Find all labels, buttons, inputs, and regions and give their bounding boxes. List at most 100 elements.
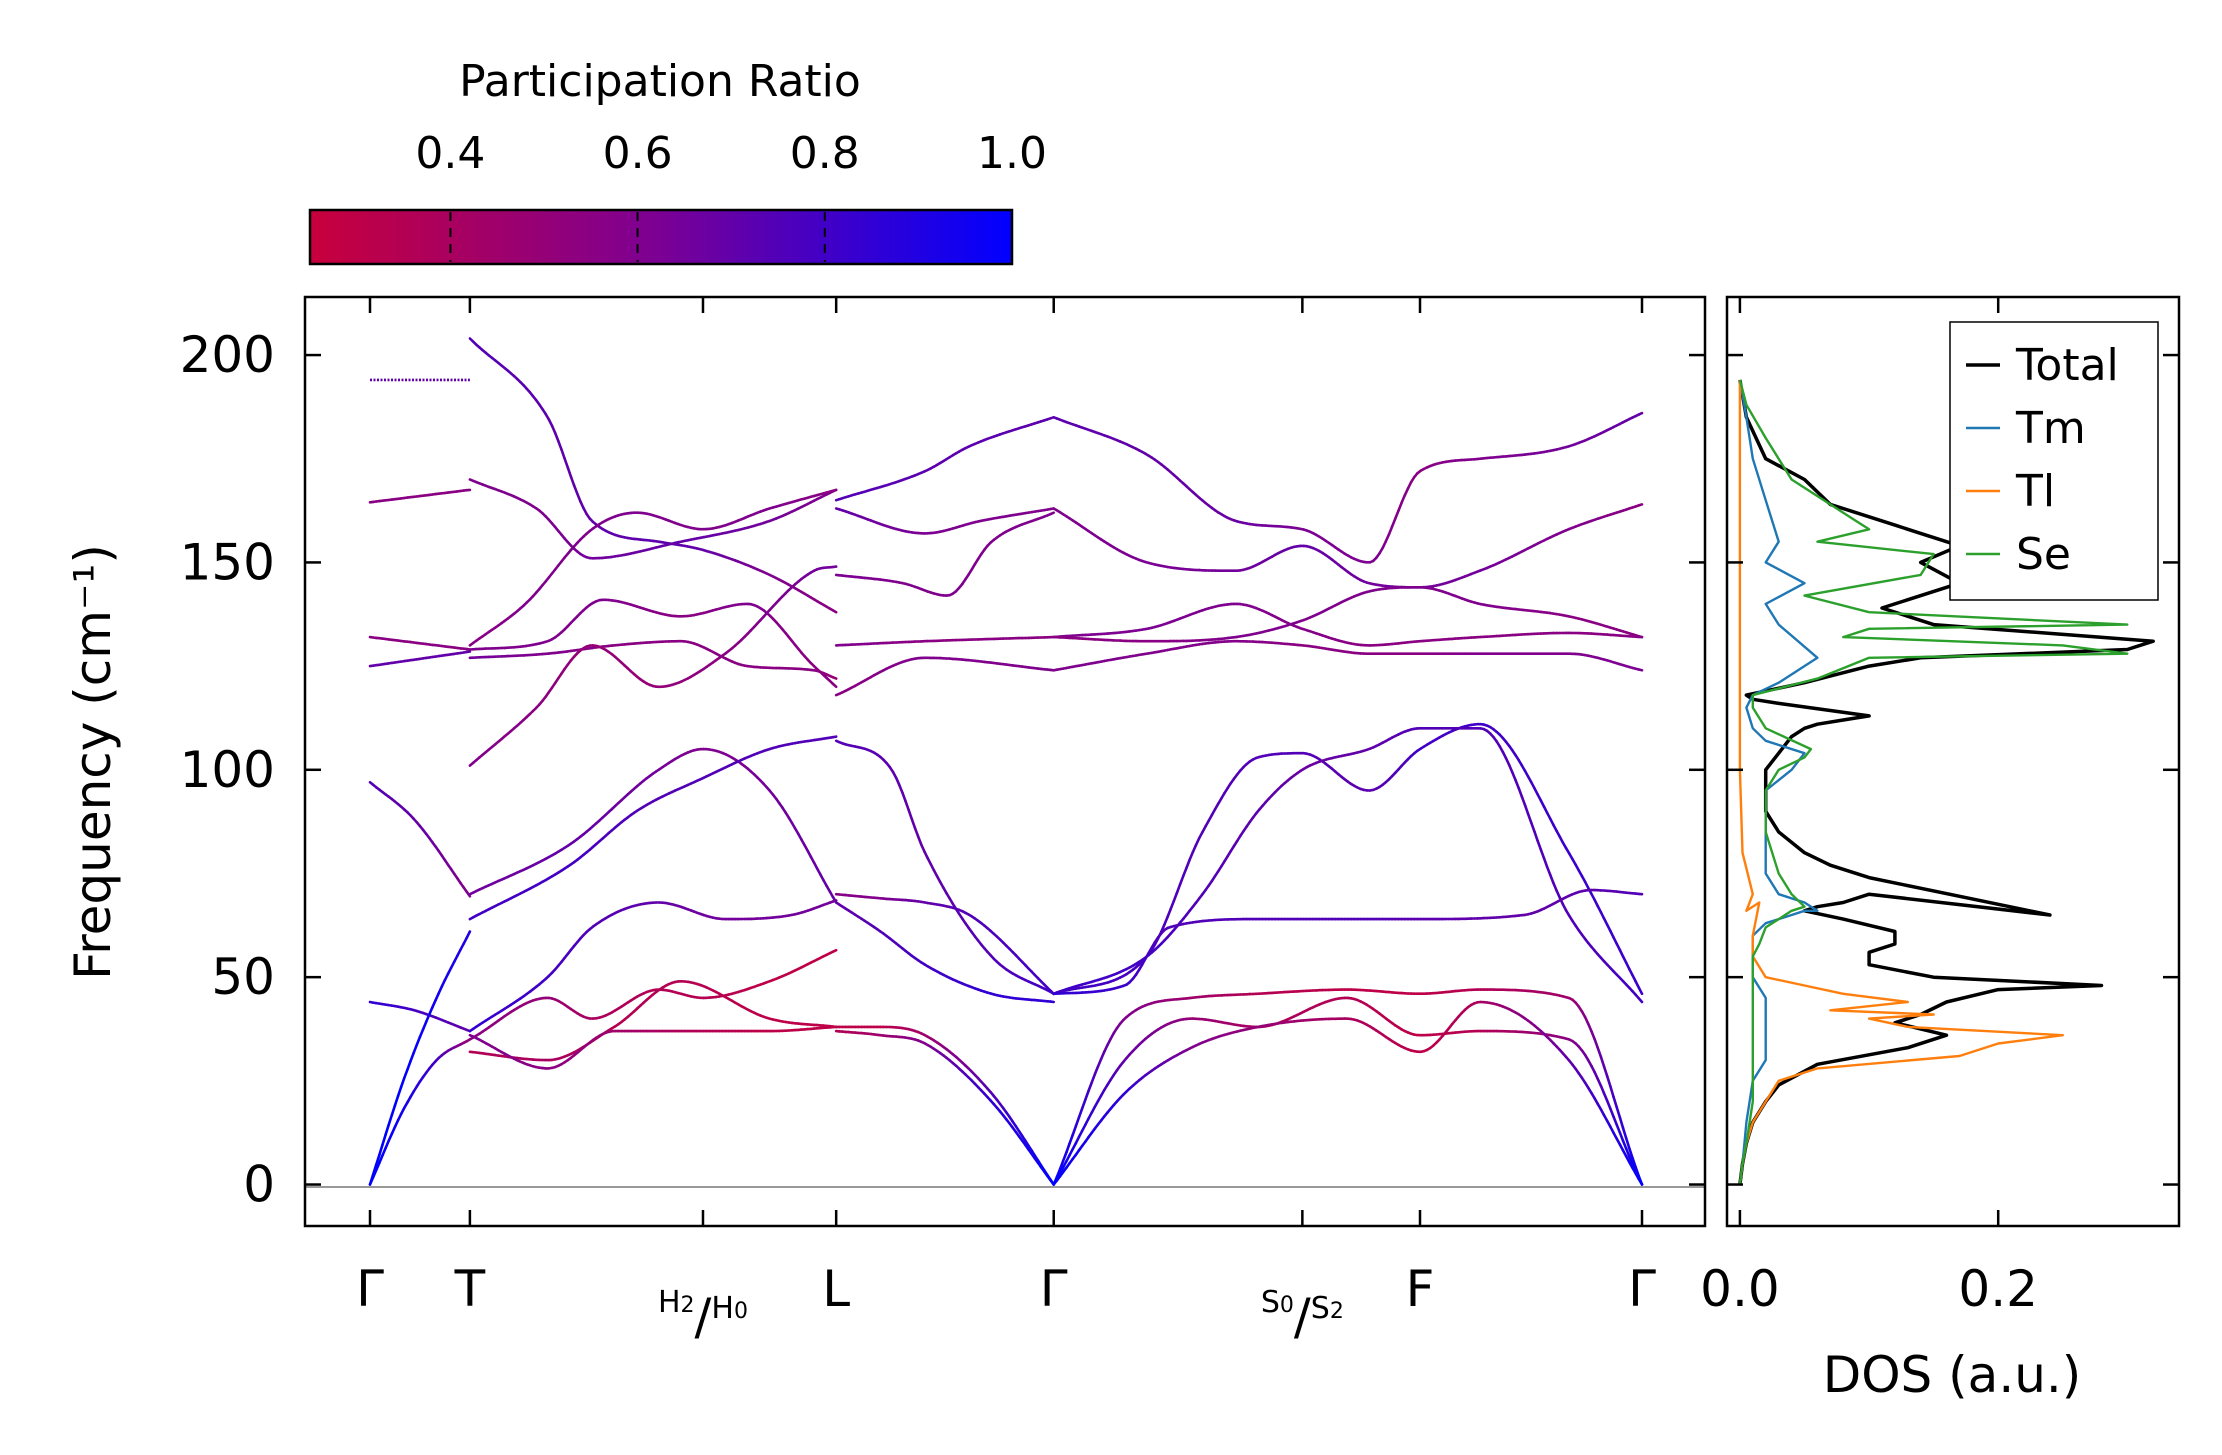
band-segment: [1099, 1050, 1106, 1061]
band-segment: [1637, 996, 1644, 1004]
y-tick-label: 0: [243, 1156, 275, 1214]
band-b24: [834, 635, 1055, 647]
band-segment: [1612, 1095, 1618, 1109]
band-segment: [1637, 668, 1644, 672]
band-b31: [1052, 411, 1644, 564]
band-segment: [1172, 891, 1179, 903]
band-segment: [904, 799, 911, 812]
band-segment: [1631, 1156, 1637, 1169]
dos-axes-frame: [1725, 295, 2181, 1228]
band-b30: [834, 1029, 1055, 1186]
y-tick-label: 150: [180, 533, 275, 591]
band-segment: [1071, 1124, 1078, 1137]
band-segment: [390, 1104, 397, 1117]
legend-label-total: Total: [2015, 340, 2119, 391]
dos-lines: [1738, 379, 2155, 1185]
band-segment: [916, 835, 923, 846]
band-b21: [834, 415, 1055, 502]
band-b27: [834, 892, 1055, 996]
band-segment: [384, 1123, 391, 1136]
band-segment: [1074, 1116, 1081, 1128]
band-b26: [834, 739, 1055, 996]
band-segment: [907, 808, 914, 821]
band-segment: [1596, 1046, 1603, 1059]
band-segment: [1590, 1029, 1596, 1041]
band-segment: [575, 492, 582, 503]
band-segment: [399, 1076, 406, 1089]
band-lines: [368, 337, 1644, 1186]
band-b3: [368, 635, 472, 651]
band-segment: [1533, 830, 1539, 843]
band-segment: [371, 1168, 378, 1179]
band-b14: [468, 565, 838, 767]
band-segment: [1058, 1159, 1065, 1171]
band-segment: [374, 1153, 381, 1167]
band-segment: [1523, 803, 1530, 816]
band-segment: [1536, 839, 1543, 851]
band-segment: [1526, 812, 1533, 825]
x-tick-label: H2/H0: [658, 1285, 748, 1346]
band-x-ticks: Γ T H2/H0 L Γ S0/S2 F Γ: [356, 297, 1656, 1346]
band-segment: [1090, 1073, 1097, 1084]
band-b6: [368, 1000, 472, 1033]
band-segment: [1545, 865, 1552, 877]
band-segment: [556, 439, 563, 451]
legend-label-se: Se: [2016, 529, 2071, 580]
band-b36: [1052, 722, 1644, 996]
band-segment: [402, 1068, 409, 1080]
band-segment: [1637, 503, 1644, 507]
dos-legend: Total Tm Tl Se: [1949, 321, 2159, 601]
band-b10: [468, 478, 838, 560]
band-b25: [834, 656, 1055, 697]
band-segment: [563, 457, 570, 469]
colorbar-tick-label: 0.4: [415, 128, 485, 179]
band-segment: [1390, 517, 1397, 528]
dos-line-tl: [1738, 379, 2065, 1185]
band-segment: [374, 1161, 381, 1172]
dos-line-total: [1738, 379, 2155, 1185]
band-segment: [1605, 1099, 1612, 1110]
band-segment: [427, 1005, 434, 1016]
band-segment: [1191, 843, 1198, 854]
band-segment: [378, 1154, 384, 1165]
band-b23: [834, 511, 1055, 597]
band-segment: [1169, 899, 1176, 911]
band-segment: [1507, 763, 1514, 774]
colorbar-tick-label: 1.0: [977, 128, 1047, 179]
band-segment: [1387, 525, 1394, 536]
band-segment: [396, 1085, 403, 1098]
band-segment: [418, 1028, 425, 1039]
band-b18: [468, 948, 838, 1041]
band-segment: [465, 930, 472, 940]
band-segment: [421, 1020, 428, 1031]
band-b33: [1052, 602, 1644, 647]
band-b17: [468, 899, 838, 1033]
band-segment: [1049, 511, 1055, 516]
band-segment: [393, 1094, 400, 1107]
band-segment: [1539, 848, 1546, 860]
dos-line-tm: [1738, 379, 1819, 1185]
band-segment: [1084, 1089, 1090, 1101]
colorbar-label: Participation Ratio: [459, 56, 861, 107]
band-segment: [409, 1051, 416, 1063]
band-segment: [1621, 1126, 1628, 1140]
band-segment: [406, 1059, 412, 1071]
band-segment: [1182, 866, 1188, 878]
band-b32: [1052, 503, 1644, 589]
band-segment: [384, 1139, 391, 1150]
band-segment: [1188, 850, 1195, 861]
band-segment: [1624, 1147, 1631, 1158]
band-b20: [468, 1025, 838, 1070]
colorbar-gradient: [308, 208, 1014, 266]
band-segment: [378, 1143, 384, 1157]
band-segment: [1593, 1037, 1599, 1049]
band-b35: [1052, 585, 1644, 643]
band-b19: [468, 979, 838, 1062]
x-tick-label: Γ: [1628, 1260, 1656, 1318]
colorbar-tick-labels: 0.4 0.6 0.8 1.0: [415, 128, 1047, 179]
x-tick-label: Γ: [356, 1260, 384, 1318]
band-segment: [1068, 1133, 1074, 1145]
band-b9: [468, 337, 838, 614]
band-segment: [412, 1043, 419, 1055]
band-segment: [1077, 1107, 1084, 1119]
